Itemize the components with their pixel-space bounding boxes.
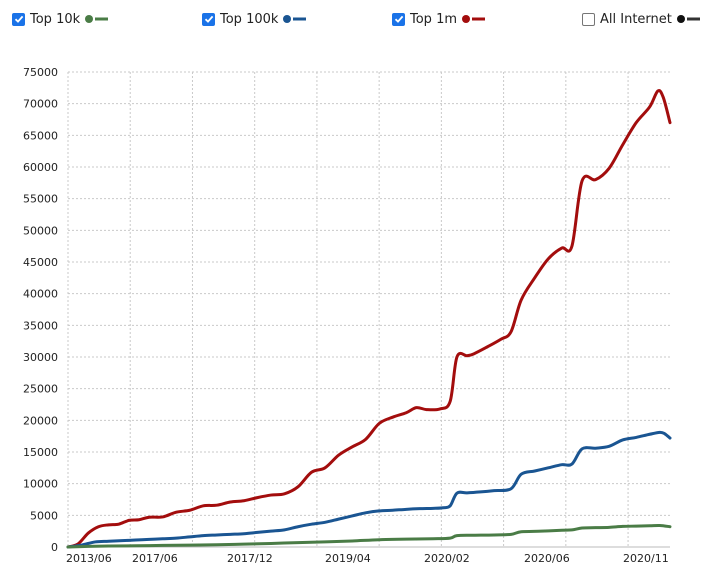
checkbox-top-1m[interactable] [392,12,405,26]
y-tick-label: 55000 [23,193,58,206]
legend-item-top-10k[interactable]: Top 10k [12,10,109,28]
y-tick-label: 70000 [23,98,58,111]
y-tick-label: 45000 [23,256,58,269]
legend-swatch-top-10k [85,15,109,23]
legend-item-top-100k[interactable]: Top 100k [202,10,307,28]
legend-swatch-top-1m [462,15,486,23]
y-tick-label: 50000 [23,224,58,237]
x-tick-label: 2019/04 [325,552,371,565]
y-tick-label: 40000 [23,288,58,301]
x-tick-label: 2020/02 [424,552,470,565]
x-tick-label: 2017/06 [132,552,178,565]
checkbox-top-100k[interactable] [202,12,215,26]
y-tick-label: 65000 [23,129,58,142]
legend-label-all-internet: All Internet [600,11,672,27]
chart-legend: Top 10k Top 100k Top 1m All Internet [0,6,715,32]
y-tick-label: 75000 [23,66,58,79]
checkbox-top-10k[interactable] [12,12,25,26]
y-tick-label: 35000 [23,319,58,332]
legend-label-top-100k: Top 100k [220,11,279,27]
legend-swatch-top-100k [283,15,307,23]
x-tick-label: 2020/06 [524,552,570,565]
x-tick-label: 2017/12 [227,552,273,565]
y-tick-label: 5000 [30,509,58,522]
y-tick-label: 20000 [23,414,58,427]
series-line-top-10k [66,523,672,549]
legend-label-top-10k: Top 10k [30,11,81,27]
legend-item-all-internet[interactable]: All Internet [582,10,700,28]
series-line-top-1m [66,89,672,549]
checkbox-all-internet[interactable] [582,12,595,26]
legend-item-top-1m[interactable]: Top 1m [392,10,486,28]
legend-label-top-1m: Top 1m [410,11,458,27]
series-line-top-100k [66,430,672,549]
y-tick-label: 25000 [23,383,58,396]
x-tick-label: 2013/06 [66,552,112,565]
x-tick-label: 2020/11 [623,552,669,565]
y-tick-label: 30000 [23,351,58,364]
y-tick-label: 60000 [23,161,58,174]
y-tick-label: 15000 [23,446,58,459]
y-tick-label: 0 [51,541,58,554]
y-tick-label: 10000 [23,478,58,491]
legend-swatch-all-internet [676,15,700,23]
